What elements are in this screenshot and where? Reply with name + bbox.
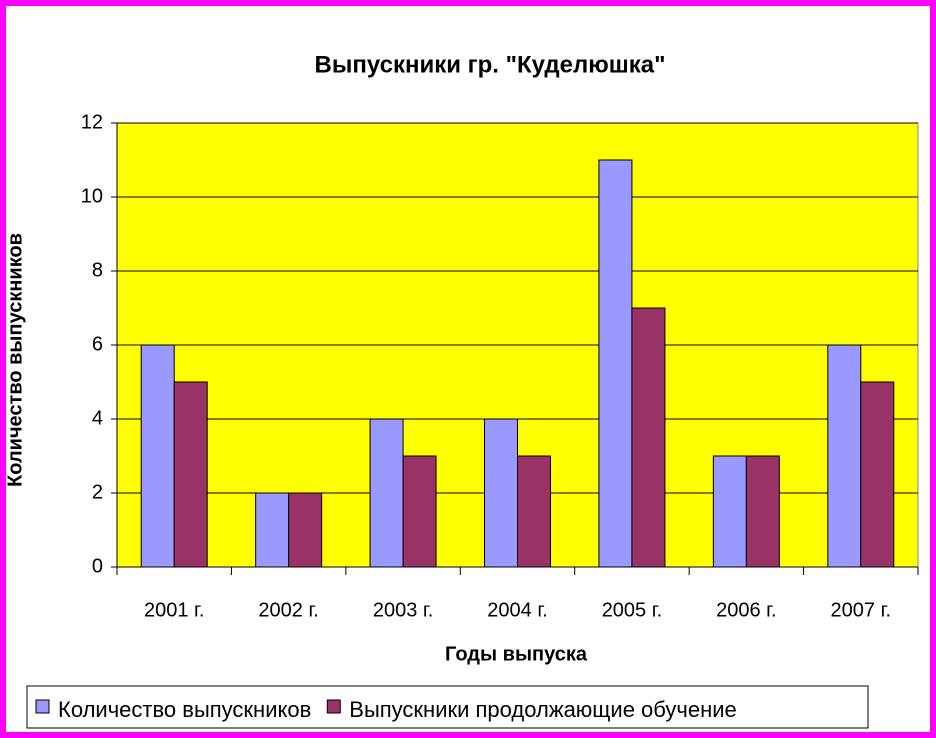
x-tick-label: 2006 г. bbox=[716, 599, 776, 621]
legend-swatch bbox=[35, 699, 50, 714]
bar bbox=[484, 418, 518, 568]
legend-swatch bbox=[326, 699, 341, 714]
legend-box bbox=[26, 685, 869, 729]
bar bbox=[173, 381, 208, 568]
x-axis-title: Годы выпуска bbox=[445, 643, 588, 665]
y-tick-label: 2 bbox=[92, 481, 103, 503]
bar bbox=[598, 159, 633, 568]
bar bbox=[712, 455, 747, 568]
x-tick-label: 2001 г. bbox=[144, 599, 204, 621]
y-tick-label: 4 bbox=[92, 407, 103, 429]
x-tick-label: 2007 г. bbox=[831, 599, 891, 621]
x-tick-label: 2004 г. bbox=[487, 599, 547, 621]
x-tick-label: 2002 г. bbox=[258, 599, 318, 621]
bar bbox=[860, 381, 895, 568]
chart-title: Выпускники гр. "Куделюшка" bbox=[315, 51, 666, 78]
y-axis-title: Количество выпускников bbox=[4, 233, 26, 487]
bar bbox=[517, 455, 551, 568]
bar bbox=[140, 344, 175, 568]
y-tick-label: 10 bbox=[81, 185, 103, 207]
x-tick-label: 2005 г. bbox=[602, 599, 662, 621]
bar bbox=[402, 455, 437, 568]
y-tick-label: 8 bbox=[92, 259, 103, 281]
legend-label: Выпускники продолжающие обучение bbox=[349, 697, 736, 722]
bar bbox=[827, 344, 862, 568]
bar bbox=[631, 307, 666, 568]
bar bbox=[288, 492, 323, 568]
y-tick-label: 6 bbox=[92, 333, 103, 355]
y-tick-label: 12 bbox=[81, 111, 103, 133]
bar bbox=[745, 455, 780, 568]
bar bbox=[255, 492, 290, 568]
y-tick-label: 0 bbox=[92, 555, 103, 577]
bar bbox=[369, 418, 404, 568]
x-tick-label: 2003 г. bbox=[373, 599, 433, 621]
legend-label: Количество выпускников bbox=[58, 697, 311, 722]
